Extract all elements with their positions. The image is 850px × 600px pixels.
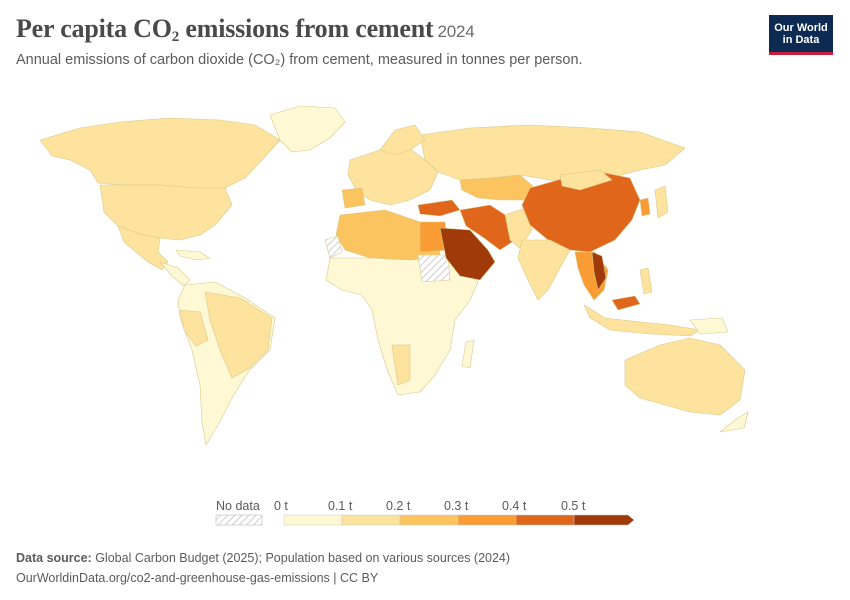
footer: Data source: Global Carbon Budget (2025)…	[16, 548, 510, 588]
region-canada[interactable]	[39, 117, 281, 189]
legend-bin-3[interactable]	[457, 514, 517, 526]
title-year: 2024	[437, 22, 475, 41]
region-greenland[interactable]	[269, 105, 346, 153]
region-peru[interactable]	[179, 309, 209, 347]
region-pakistan[interactable]	[504, 207, 533, 249]
chart-title: Per capita CO2 emissions from cement 2024	[16, 14, 475, 46]
legend-bin-0[interactable]	[283, 514, 343, 526]
title-main: Per capita CO	[16, 14, 172, 43]
region-caribbean[interactable]	[175, 249, 211, 261]
region-brazil[interactable]	[204, 291, 273, 379]
region-iberia[interactable]	[341, 187, 366, 209]
region-malaysia[interactable]	[611, 295, 641, 311]
region-india[interactable]	[517, 239, 571, 301]
legend-tick-0: 0 t	[274, 499, 288, 513]
legend-bin-1[interactable]	[341, 514, 401, 526]
legend-bin-2[interactable]	[399, 514, 459, 526]
legend-tick-2: 0.2 t	[386, 499, 411, 513]
region-iran[interactable]	[459, 204, 516, 251]
region-turkey[interactable]	[417, 199, 461, 217]
title-rest: emissions from cement	[179, 14, 434, 43]
region-scandinavia[interactable]	[379, 124, 426, 156]
region-japan[interactable]	[654, 185, 669, 219]
region-western-sahara[interactable]	[324, 235, 343, 259]
data-source-line: Data source: Global Carbon Budget (2025)…	[16, 548, 510, 568]
world-map	[39, 105, 749, 446]
region-mongolia[interactable]	[559, 169, 613, 191]
owid-logo[interactable]: Our World in Data	[769, 15, 833, 55]
title-subscript: 2	[171, 29, 180, 45]
source-url-link[interactable]: OurWorldinData.org/co2-and-greenhouse-ga…	[16, 571, 379, 585]
region-sudan[interactable]	[417, 254, 451, 283]
region-papua-new-guinea[interactable]	[689, 317, 729, 335]
region-united-states[interactable]	[99, 184, 233, 241]
region-vietnam[interactable]	[591, 251, 607, 291]
region-madagascar[interactable]	[461, 339, 475, 369]
legend-tick-4: 0.4 t	[502, 499, 527, 513]
region-australia[interactable]	[624, 337, 746, 416]
region-new-zealand[interactable]	[719, 411, 749, 433]
region-saudi-arabia[interactable]	[439, 227, 496, 281]
legend-tick-3: 0.3 t	[444, 499, 469, 513]
chart-subtitle: Annual emissions of carbon dioxide (CO₂)…	[16, 52, 583, 68]
legend-tick-5: 0.5 t	[561, 499, 586, 513]
data-source-label: Data source:	[16, 551, 92, 565]
region-russia[interactable]	[419, 124, 686, 183]
logo-line-2: in Data	[782, 33, 820, 46]
legend-no-data-swatch[interactable]	[215, 514, 263, 526]
legend-bin-4[interactable]	[515, 514, 575, 526]
region-southern-africa-west[interactable]	[391, 344, 411, 386]
region-central-america[interactable]	[159, 261, 191, 287]
data-source-text: Global Carbon Budget (2025); Population …	[91, 551, 511, 565]
legend-bin-5[interactable]	[573, 514, 635, 526]
region-indonesia[interactable]	[583, 304, 701, 337]
legend: No data 0 t 0.1 t 0.2 t 0.3 t 0.4 t 0.5 …	[0, 495, 850, 535]
legend-no-data-label: No data	[216, 499, 260, 513]
logo-line-1: Our World	[774, 21, 828, 34]
region-philippines[interactable]	[639, 267, 653, 295]
legend-tick-1: 0.1 t	[328, 499, 353, 513]
region-korea[interactable]	[639, 197, 651, 217]
legend-swatches	[215, 514, 635, 526]
